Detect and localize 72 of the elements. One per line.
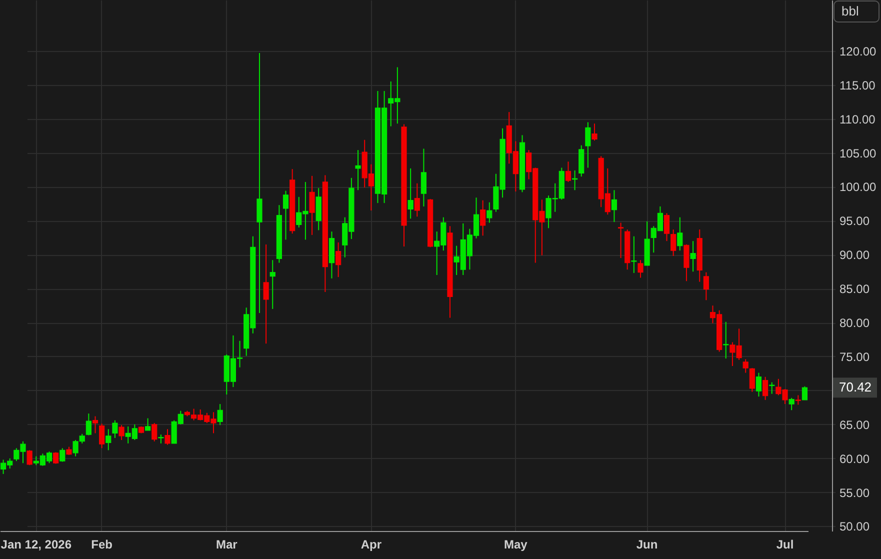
- candlestick: [270, 260, 276, 310]
- x-tick-label: Mar: [216, 538, 238, 552]
- y-tick-label: 115.00: [840, 78, 876, 92]
- candlestick: [414, 182, 420, 218]
- y-tick-label: 95.00: [840, 214, 870, 228]
- y-tick-label: 80.00: [840, 316, 870, 330]
- x-tick-label: May: [504, 538, 528, 552]
- candlestick: [749, 368, 755, 392]
- candlestick: [677, 216, 683, 252]
- candlestick: [670, 229, 676, 256]
- candlestick: [690, 240, 696, 272]
- y-tick-label: 100.00: [840, 180, 877, 194]
- x-tick-label: Jan 12, 2026: [0, 538, 72, 552]
- y-tick-label: 75.00: [840, 350, 870, 364]
- candlestick: [802, 386, 808, 400]
- y-tick-label: 50.00: [840, 520, 870, 534]
- text: 70.42: [839, 380, 872, 395]
- candlestick: [53, 452, 59, 464]
- candlestick: [565, 161, 572, 182]
- candlestick: [756, 372, 762, 398]
- candlestick: [152, 422, 158, 442]
- candlestick: [86, 413, 92, 436]
- y-tick-label: 120.00: [840, 44, 877, 58]
- candlestick: [684, 244, 690, 282]
- candlestick: [420, 148, 427, 207]
- candlestick: [769, 382, 775, 394]
- candlestick: [631, 236, 637, 274]
- candlestick: [762, 376, 768, 400]
- x-tick-label: Jun: [636, 538, 658, 552]
- candlestick: [92, 416, 98, 434]
- y-tick-label: 85.00: [840, 282, 870, 296]
- candlestick: [611, 190, 618, 223]
- candlestick: [263, 244, 269, 344]
- candlestick: [664, 212, 670, 242]
- candlestick: [26, 450, 32, 466]
- candlestick: [788, 397, 794, 411]
- candlestick: [486, 202, 492, 224]
- x-tick-label: Feb: [91, 538, 112, 552]
- candlestick: [638, 260, 644, 278]
- y-tick-label: 65.00: [840, 418, 870, 432]
- y-tick-label: 110.00: [840, 112, 876, 126]
- candlestick: [99, 423, 105, 449]
- candlestick: [742, 358, 748, 374]
- candlestick: [316, 188, 322, 231]
- candlestick: [795, 394, 801, 406]
- candlestick: [723, 321, 729, 360]
- x-tick-label: Apr: [360, 538, 382, 552]
- candlestick: [585, 122, 591, 168]
- candlestick: [355, 150, 361, 191]
- y-tick-label: 105.00: [840, 146, 877, 160]
- y-tick-label: 90.00: [840, 248, 870, 262]
- candlestick: [60, 448, 66, 462]
- candlestick: [578, 144, 584, 178]
- candlestick: [703, 272, 709, 301]
- candlestick: [217, 404, 223, 426]
- y-axis-title: bbl: [842, 4, 859, 18]
- candlestick: [164, 428, 170, 446]
- candlestick: [106, 428, 112, 451]
- y-tick-label: 60.00: [840, 452, 870, 466]
- candlestick: [282, 190, 289, 240]
- candlestick: [256, 52, 262, 314]
- candlestick: [112, 420, 118, 438]
- candlestick: [309, 175, 315, 236]
- candlestick: [336, 242, 342, 278]
- candlestick: [145, 418, 151, 432]
- candlestick: [118, 424, 124, 441]
- x-tick-label: Jul: [776, 538, 794, 552]
- candlestick: [618, 222, 624, 259]
- candlestick: [592, 123, 598, 142]
- candlestick: [408, 168, 414, 220]
- y-tick-label: 55.00: [840, 486, 870, 500]
- candlestick: [480, 200, 486, 236]
